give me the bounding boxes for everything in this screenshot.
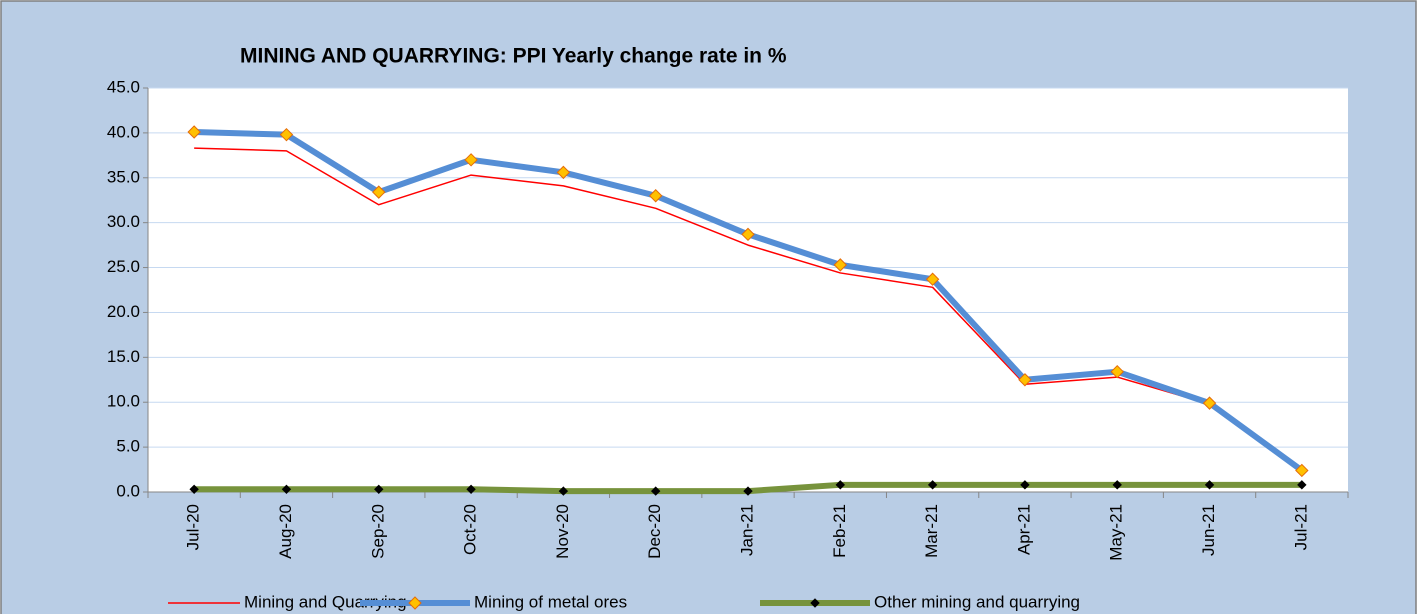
x-tick-label: Sep-20 (368, 504, 387, 559)
data-point (835, 480, 846, 490)
data-point (556, 165, 571, 180)
data-point (558, 486, 569, 496)
data-point (927, 480, 938, 490)
data-point (1295, 463, 1309, 478)
data-point (1018, 373, 1032, 387)
data-point (1202, 396, 1217, 410)
x-tick-label: Jul-21 (1291, 504, 1310, 550)
data-point (925, 272, 940, 286)
data-point (1297, 480, 1307, 490)
data-point (279, 127, 294, 142)
data-point (833, 258, 848, 272)
y-tick-label: 35.0 (107, 167, 140, 186)
legend-label: Other mining and quarrying (874, 592, 1080, 611)
data-point (281, 484, 292, 495)
data-point (374, 484, 384, 495)
data-point (648, 189, 663, 203)
legend-label: Mining of metal ores (474, 592, 627, 611)
x-tick-label: Apr-21 (1014, 504, 1033, 555)
x-tick-label: Dec-20 (645, 504, 664, 559)
y-tick-label: 45.0 (107, 77, 140, 96)
data-point (1110, 364, 1124, 379)
x-tick-label: Nov-20 (553, 504, 572, 559)
chart-title: MINING AND QUARRYING: PPI Yearly change … (240, 45, 787, 68)
data-point (743, 486, 753, 496)
y-tick-label: 5.0 (116, 437, 140, 456)
plot-area (148, 88, 1348, 492)
y-tick-label: 40.0 (107, 122, 140, 141)
legend-marker (810, 598, 820, 608)
x-tick-label: Jan-21 (737, 504, 756, 556)
y-tick-label: 10.0 (107, 392, 140, 411)
x-tick-label: Jun-21 (1199, 504, 1218, 556)
legend-label: Mining and Quarrying (244, 592, 407, 611)
y-tick-label: 20.0 (107, 302, 140, 321)
data-point (464, 153, 478, 167)
x-tick-label: Aug-20 (276, 504, 295, 559)
data-point (189, 484, 199, 495)
data-point (1020, 480, 1030, 490)
x-tick-label: Oct-20 (461, 504, 480, 555)
x-tick-label: Mar-21 (922, 504, 941, 558)
data-point (466, 484, 476, 495)
x-tick-label: May-21 (1107, 504, 1126, 561)
data-point (1204, 480, 1215, 490)
y-tick-label: 30.0 (107, 212, 140, 231)
y-tick-label: 25.0 (107, 257, 140, 276)
y-tick-label: 0.0 (116, 481, 140, 500)
legend-marker (408, 596, 422, 610)
data-point (187, 125, 201, 139)
x-tick-label: Jul-20 (184, 504, 203, 550)
data-point (372, 185, 386, 199)
data-point (741, 227, 755, 242)
data-point (1112, 480, 1122, 490)
y-tick-label: 15.0 (107, 347, 140, 366)
x-tick-label: Feb-21 (830, 504, 849, 558)
data-point (650, 486, 661, 496)
